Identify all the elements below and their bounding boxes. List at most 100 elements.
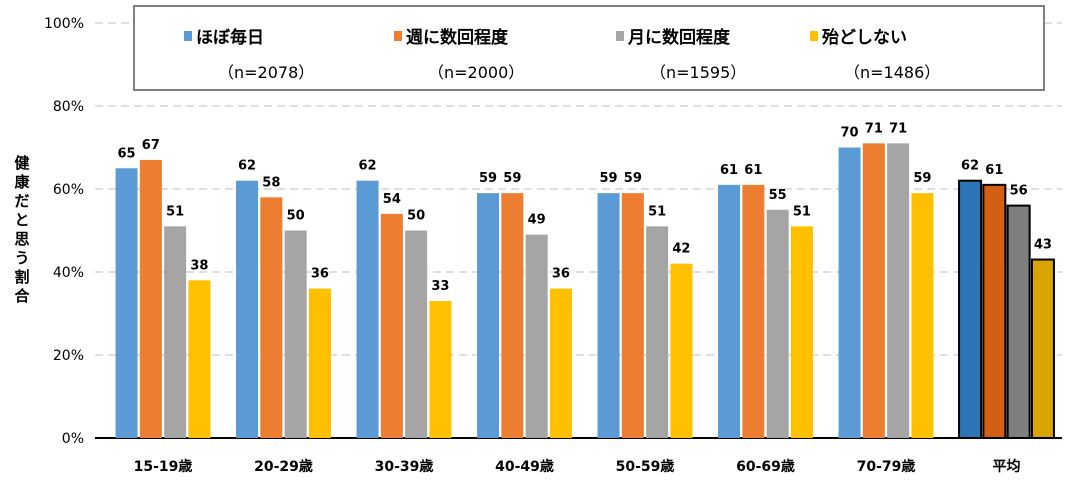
legend-n: （n=2078） bbox=[218, 63, 314, 82]
x-tick-label: 30-39歳 bbox=[375, 458, 434, 475]
legend-box bbox=[133, 5, 1045, 91]
x-tick-label: 40-49歳 bbox=[495, 458, 554, 475]
data-label: 62 bbox=[238, 159, 256, 174]
bar-6-1 bbox=[862, 143, 885, 438]
y-axis-label-char: う bbox=[14, 249, 29, 267]
bar-0-1 bbox=[139, 159, 162, 438]
bar-6-3 bbox=[911, 193, 934, 438]
data-label: 58 bbox=[262, 175, 280, 190]
bar-3-0 bbox=[477, 193, 500, 438]
data-label: 62 bbox=[359, 159, 377, 174]
bar-5-1 bbox=[742, 184, 765, 438]
data-label: 61 bbox=[985, 163, 1003, 178]
bar-4-1 bbox=[621, 193, 644, 438]
data-label: 36 bbox=[552, 267, 570, 282]
y-axis-label-char: 割 bbox=[14, 268, 29, 286]
bar-0-2 bbox=[164, 226, 187, 438]
data-label: 59 bbox=[600, 171, 618, 186]
data-label: 42 bbox=[672, 242, 690, 257]
y-tick-label: 60% bbox=[53, 182, 84, 198]
bar-1-1 bbox=[260, 197, 283, 438]
data-label: 50 bbox=[287, 209, 305, 224]
bar-4-0 bbox=[597, 193, 620, 438]
bar-0-3 bbox=[188, 280, 211, 438]
data-label: 51 bbox=[166, 204, 184, 219]
data-label: 36 bbox=[311, 267, 329, 282]
data-label: 71 bbox=[865, 121, 883, 136]
data-label: 61 bbox=[744, 163, 762, 178]
data-label: 51 bbox=[793, 204, 811, 219]
bar-5-2 bbox=[766, 209, 789, 438]
bar-5-0 bbox=[718, 184, 741, 438]
x-tick-label: 平均 bbox=[993, 458, 1021, 475]
bar-6-2 bbox=[887, 143, 910, 438]
bar-3-3 bbox=[549, 288, 572, 438]
y-axis-label-char: 健 bbox=[14, 154, 29, 172]
bar-0-0 bbox=[115, 168, 138, 438]
bar-5-3 bbox=[790, 226, 813, 438]
data-label: 50 bbox=[407, 209, 425, 224]
bar-2-3 bbox=[429, 301, 452, 438]
legend-label: 殆どしない bbox=[822, 27, 907, 48]
bar-7-1 bbox=[982, 183, 1007, 439]
bar-4-2 bbox=[646, 226, 669, 438]
legend-label: ほぼ毎日 bbox=[196, 27, 264, 48]
data-label: 49 bbox=[528, 213, 546, 228]
bar-1-0 bbox=[236, 180, 259, 438]
data-label: 59 bbox=[503, 171, 521, 186]
bar-7-0 bbox=[958, 179, 983, 439]
legend-n: （n=1595） bbox=[650, 63, 746, 82]
y-tick-label: 0% bbox=[62, 431, 84, 447]
y-axis-label-char: 思 bbox=[14, 230, 29, 248]
data-label: 56 bbox=[1010, 184, 1028, 199]
x-tick-label: 70-79歳 bbox=[857, 458, 916, 475]
data-label: 59 bbox=[913, 171, 931, 186]
y-tick-label: 80% bbox=[53, 99, 84, 115]
bar-1-3 bbox=[308, 288, 331, 438]
legend-swatch bbox=[810, 31, 818, 41]
legend-label: 月に数回程度 bbox=[627, 27, 731, 48]
data-label: 71 bbox=[889, 121, 907, 136]
legend-n: （n=2000） bbox=[428, 63, 524, 82]
bar-1-2 bbox=[284, 230, 307, 438]
y-tick-label: 20% bbox=[53, 348, 84, 364]
x-tick-label: 50-59歳 bbox=[616, 458, 675, 475]
bar-2-2 bbox=[405, 230, 428, 438]
legend-n: （n=1486） bbox=[844, 63, 940, 82]
bar-3-2 bbox=[525, 234, 548, 438]
legend-swatch bbox=[616, 31, 624, 41]
bar-2-0 bbox=[356, 180, 379, 438]
data-label: 62 bbox=[961, 159, 979, 174]
data-label: 55 bbox=[769, 188, 787, 203]
data-label: 43 bbox=[1034, 238, 1052, 253]
data-label: 33 bbox=[431, 279, 449, 294]
x-tick-label: 20-29歳 bbox=[254, 458, 313, 475]
y-axis-label-char: と bbox=[14, 211, 29, 229]
legend-label: 週に数回程度 bbox=[406, 27, 509, 48]
y-axis-label-char: 合 bbox=[13, 287, 30, 305]
data-label: 70 bbox=[841, 126, 859, 141]
legend-swatch bbox=[394, 31, 402, 41]
legend-swatch bbox=[184, 31, 192, 41]
bar-3-1 bbox=[501, 193, 524, 438]
bar-7-2 bbox=[1006, 204, 1031, 439]
bar-4-3 bbox=[670, 263, 693, 438]
data-label: 61 bbox=[720, 163, 738, 178]
data-label: 59 bbox=[624, 171, 642, 186]
data-label: 38 bbox=[190, 258, 208, 273]
bar-6-0 bbox=[838, 147, 861, 438]
data-label: 59 bbox=[479, 171, 497, 186]
data-label: 51 bbox=[648, 204, 666, 219]
y-axis-label-char: 康 bbox=[14, 173, 30, 191]
y-tick-label: 100% bbox=[44, 16, 84, 32]
x-tick-label: 60-69歳 bbox=[736, 458, 795, 475]
data-label: 65 bbox=[118, 146, 136, 161]
y-tick-label: 40% bbox=[53, 265, 84, 281]
y-axis-label-char: だ bbox=[14, 192, 29, 210]
bar-7-3 bbox=[1030, 258, 1055, 439]
data-label: 54 bbox=[383, 192, 401, 207]
data-label: 67 bbox=[142, 138, 160, 153]
bar-2-1 bbox=[380, 213, 403, 438]
x-tick-label: 15-19歳 bbox=[134, 458, 193, 475]
